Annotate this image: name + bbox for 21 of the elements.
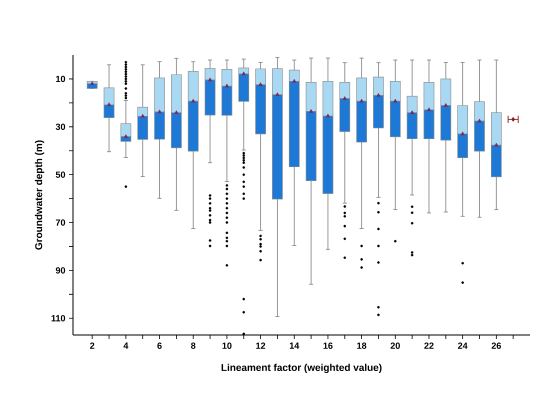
x-tick-label: 8 — [191, 342, 196, 349]
x-tick-label: 14 — [290, 342, 300, 349]
x-tick-label: 18 — [357, 342, 366, 349]
y-tick-label: 110 — [52, 315, 66, 322]
y-axis-title: Groundwater depth (m) — [34, 140, 44, 250]
x-tick-label: 20 — [390, 342, 400, 349]
x-tick-label: 10 — [222, 342, 232, 349]
y-tick-label: 90 — [56, 267, 66, 274]
x-tick-label: 4 — [124, 342, 128, 349]
x-tick-label: 12 — [256, 342, 266, 349]
y-tick-label: 10 — [56, 76, 66, 82]
x-tick-label: 2 — [90, 342, 94, 349]
x-tick-label: 6 — [157, 342, 162, 349]
x-tick-label: 26 — [492, 342, 501, 349]
y-tick-label: 70 — [56, 219, 66, 226]
x-tick-label: 16 — [324, 342, 333, 349]
y-tick-label: 50 — [56, 171, 66, 178]
x-tick-label: 24 — [458, 342, 468, 349]
x-axis-title: Lineament factor (weighted value) — [222, 364, 382, 374]
x-tick-label: 22 — [424, 342, 434, 349]
y-tick-label: 30 — [56, 124, 66, 130]
